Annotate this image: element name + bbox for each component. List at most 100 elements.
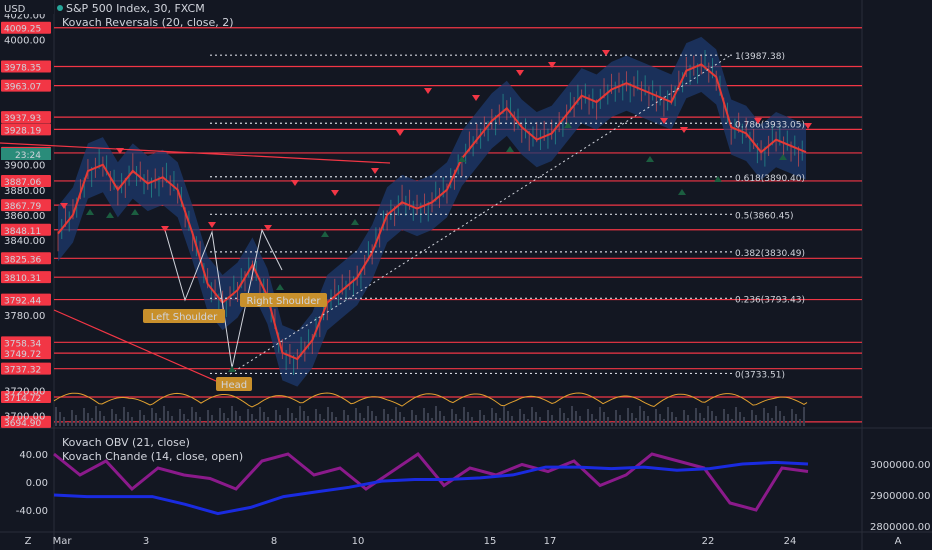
fib-label: 0.236(3793.43) — [735, 295, 805, 305]
level-price-tag — [1, 60, 51, 73]
reversal-down-marker — [116, 148, 124, 154]
level-price-label: 3867.79 — [4, 202, 41, 212]
time-axis-tick: 17 — [544, 536, 557, 547]
reversal-up-marker — [714, 176, 722, 182]
level-price-tag — [1, 252, 51, 265]
level-price-tag — [1, 223, 51, 236]
reversal-up-marker — [678, 189, 686, 195]
reversal-up-marker — [779, 154, 787, 160]
lower-right-tick: 2900000.00 — [870, 491, 930, 502]
level-price-label: 3737.32 — [4, 366, 41, 376]
price-axis-tick: 3880.00 — [4, 186, 45, 197]
level-price-label: 3978.35 — [4, 63, 41, 73]
fib-trend-line — [229, 55, 731, 375]
reversal-down-marker — [60, 203, 68, 209]
auto-scale-icon: A — [895, 536, 902, 547]
price-axis-tick: 4020.00 — [4, 10, 45, 21]
price-axis-tick: 3860.00 — [4, 211, 45, 222]
right-shoulder-label: Right Shoulder — [246, 296, 321, 307]
reversal-up-marker — [106, 212, 114, 218]
reversal-down-marker — [396, 130, 404, 136]
level-price-label: 3749.72 — [4, 350, 41, 360]
price-axis-tick: 3900.00 — [4, 161, 45, 172]
right-shoulder-label-box — [240, 293, 327, 307]
time-axis-tick: 10 — [352, 536, 365, 547]
time-axis-tick: 22 — [702, 536, 715, 547]
reversal-down-marker — [660, 118, 668, 124]
obv-title: Kovach OBV (21, close) — [62, 436, 190, 449]
level-price-label: 3694.90 — [4, 419, 41, 429]
reversal-up-marker — [86, 209, 94, 215]
level-price-tag — [1, 79, 51, 92]
reversal-up-marker — [131, 209, 139, 215]
fib-label: 1(3987.38) — [735, 52, 785, 62]
reversal-down-marker — [291, 180, 299, 186]
trend-line-lower — [53, 309, 233, 389]
level-price-tag — [1, 123, 51, 136]
fib-label: 0(3733.51) — [735, 370, 785, 380]
head-label-box — [216, 377, 252, 391]
reversal-down-marker — [264, 225, 272, 231]
price-axis-tick: 3840.00 — [4, 236, 45, 247]
lower-right-tick: 3000000.00 — [870, 460, 930, 471]
oscillator-line — [53, 392, 808, 408]
lower-left-tick: 40.00 — [19, 450, 48, 461]
level-price-tag — [1, 347, 51, 360]
reversal-down-marker — [208, 222, 216, 228]
level-price-label: 3887.06 — [4, 178, 41, 188]
time-axis-tick: Mar — [53, 536, 73, 547]
time-axis-tick: 15 — [484, 536, 497, 547]
lower-left-tick: 0.00 — [26, 478, 48, 489]
reversal-up-marker — [646, 156, 654, 162]
pattern-outline — [164, 228, 283, 369]
currency-box — [0, 0, 54, 14]
level-price-label: 3928.19 — [4, 126, 41, 136]
current-price-tag — [1, 148, 51, 160]
price-axis-tick: 4000.00 — [4, 35, 45, 46]
reversal-up-marker — [564, 122, 572, 128]
reversal-up-marker — [351, 219, 359, 225]
indicator-title: Kovach Reversals (20, close, 2) — [62, 16, 234, 29]
price-axis-tick: 3780.00 — [4, 311, 45, 322]
reversal-down-marker — [680, 127, 688, 133]
level-price-tag — [1, 362, 51, 375]
level-price-label: 3810.31 — [4, 274, 41, 284]
level-price-tag — [1, 391, 51, 404]
lower-left-tick: -40.00 — [16, 506, 48, 517]
zoom-icon: Z — [25, 536, 32, 547]
level-price-label: 3848.11 — [4, 227, 41, 237]
market-status-icon — [57, 5, 63, 11]
reversal-up-marker — [506, 146, 514, 152]
left-shoulder-label-box — [143, 309, 225, 323]
symbol-title: S&P 500 Index, 30, FXCM — [66, 2, 205, 15]
fib-label: 0.5(3860.45) — [735, 211, 794, 221]
fib-label: 0.618(3890.40) — [735, 174, 805, 184]
level-price-label: 3758.34 — [4, 339, 41, 349]
left-shoulder-label: Left Shoulder — [151, 312, 218, 323]
time-axis-tick: 24 — [784, 536, 797, 547]
reversal-up-marker — [228, 366, 236, 372]
level-price-tag — [1, 111, 51, 124]
time-axis-tick: 8 — [271, 536, 277, 547]
lower-right-tick: 2800000.00 — [870, 522, 930, 533]
reversal-down-marker — [371, 168, 379, 174]
chande-title: Kovach Chande (14, close, open) — [62, 450, 243, 463]
level-price-label: 3792.44 — [4, 297, 41, 307]
reversal-down-marker — [331, 190, 339, 196]
level-price-label: 3714.72 — [4, 394, 41, 404]
price-axis-tick: 3700.00 — [4, 411, 45, 422]
currency-label: USD — [4, 4, 26, 15]
reversal-down-marker — [602, 50, 610, 56]
level-price-tag — [1, 199, 51, 212]
level-price-tag — [1, 174, 51, 187]
head-label: Head — [221, 380, 247, 391]
trend-line-upper — [0, 142, 391, 164]
reversal-up-marker — [321, 231, 329, 237]
reversal-down-marker — [754, 118, 762, 124]
level-price-tag — [1, 271, 51, 284]
time-axis-tick: 3 — [143, 536, 149, 547]
price-axis-tick: 3720.00 — [4, 386, 45, 397]
